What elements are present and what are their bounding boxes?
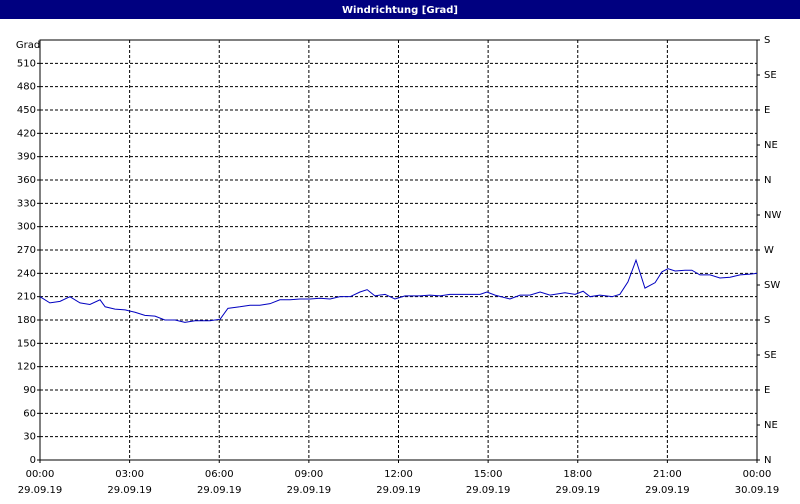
- data-line: [39, 258, 758, 323]
- x-tick-label: 21:00: [653, 469, 682, 480]
- x-tick-date: 29.09.19: [287, 485, 332, 496]
- y-tick-label: 180: [17, 315, 36, 326]
- x-tick-label: 00:00: [743, 469, 772, 480]
- x-tick-date: 29.09.19: [197, 485, 242, 496]
- y-tick-label: 300: [17, 222, 36, 233]
- y-tick-label: 450: [17, 105, 36, 116]
- y2-tick-label: NE: [764, 420, 778, 431]
- title-bar: [0, 0, 800, 19]
- y-tick-label: 390: [17, 152, 36, 163]
- y-tick-label: 360: [17, 175, 36, 186]
- y2-tick-label: S: [764, 35, 770, 46]
- x-tick-label: 12:00: [384, 469, 413, 480]
- y-tick-label: 150: [17, 338, 36, 349]
- y2-tick-label: NE: [764, 140, 778, 151]
- y-tick-label: 330: [17, 198, 36, 209]
- x-tick-label: 18:00: [563, 469, 592, 480]
- x-tick-date: 29.09.19: [107, 485, 152, 496]
- x-tick-date: 29.09.19: [555, 485, 600, 496]
- x-tick-label: 03:00: [115, 469, 144, 480]
- x-tick-date: 29.09.19: [466, 485, 511, 496]
- y-tick-label: 210: [17, 292, 36, 303]
- chart-title: Windrichtung [Grad]: [342, 5, 458, 16]
- x-tick-label: 15:00: [474, 469, 503, 480]
- y-tick-label: 480: [17, 82, 36, 93]
- x-tick-label: 09:00: [294, 469, 323, 480]
- x-tick-date: 29.09.19: [645, 485, 690, 496]
- y-tick-label: 240: [17, 268, 36, 279]
- y-tick-label: 0: [30, 455, 36, 466]
- y-tick-label: 60: [23, 408, 36, 419]
- y2-tick-label: W: [764, 245, 774, 256]
- x-tick-date: 30.09.19: [735, 485, 780, 496]
- y-axis-label: Grad: [16, 40, 40, 51]
- y-tick-label: 510: [17, 58, 36, 69]
- y2-tick-label: SE: [764, 350, 777, 361]
- y-tick-label: 120: [17, 362, 36, 373]
- y2-tick-label: NW: [764, 210, 781, 221]
- x-tick-date: 29.09.19: [376, 485, 421, 496]
- y2-tick-label: N: [764, 175, 771, 186]
- y2-tick-label: S: [764, 315, 770, 326]
- y2-tick-label: N: [764, 455, 771, 466]
- y2-tick-label: SW: [764, 280, 780, 291]
- y-tick-label: 30: [23, 432, 36, 443]
- y-tick-label: 90: [23, 385, 36, 396]
- x-tick-date: 29.09.19: [18, 485, 63, 496]
- x-tick-label: 06:00: [205, 469, 234, 480]
- y2-tick-label: SE: [764, 70, 777, 81]
- y-tick-label: 270: [17, 245, 36, 256]
- x-tick-label: 00:00: [26, 469, 55, 480]
- y2-tick-label: E: [764, 385, 770, 396]
- y2-tick-label: E: [764, 105, 770, 116]
- y-tick-label: 420: [17, 128, 36, 139]
